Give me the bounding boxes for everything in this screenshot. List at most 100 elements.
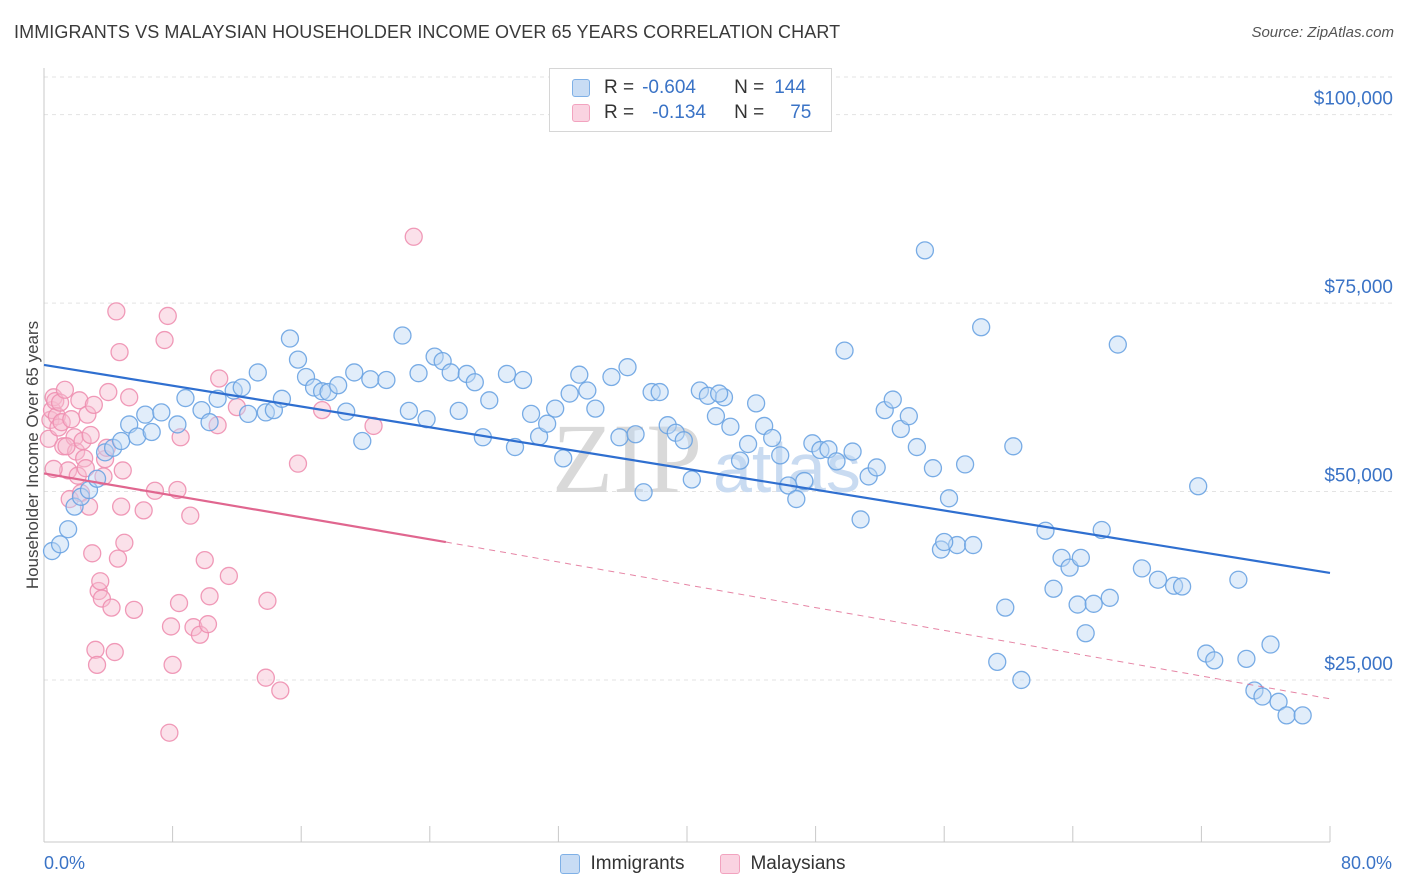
immigrant-point — [280, 329, 300, 348]
immigrant-point — [570, 365, 589, 384]
immigrant-point — [50, 535, 70, 554]
immigrant-point — [710, 384, 729, 403]
malaysian-point — [158, 306, 177, 326]
immigrant-point — [988, 652, 1007, 672]
immigrant-point — [554, 449, 573, 468]
immigrant-point — [345, 363, 364, 382]
immigrant-point — [128, 427, 147, 446]
legend-swatch-immigrants — [572, 79, 590, 97]
malaysian-point — [105, 642, 124, 662]
malaysian-point — [62, 410, 81, 429]
malaysians-trend-line — [43, 472, 447, 544]
immigrant-point — [312, 382, 332, 401]
malaysian-point — [198, 615, 218, 634]
immigrant-point — [1036, 521, 1055, 540]
immigrant-point — [899, 407, 918, 426]
immigrant-point — [361, 370, 380, 389]
immigrant-point — [1293, 706, 1312, 725]
immigrant-point — [152, 403, 171, 422]
y-tick-label: $75,000 — [1324, 277, 1393, 298]
immigrant-point — [1189, 477, 1208, 496]
immigrant-point — [87, 469, 107, 488]
malaysian-point — [160, 723, 179, 742]
immigrant-point — [1068, 595, 1087, 614]
trend-lines — [43, 363, 1331, 700]
malaysian-point — [155, 330, 174, 350]
immigrant-point — [176, 388, 195, 408]
immigrant-point — [232, 378, 251, 397]
immigrants-trend-line — [43, 363, 1331, 575]
malaysian-point — [78, 405, 97, 424]
axes — [43, 68, 1331, 843]
immigrant-point — [142, 422, 161, 442]
immigrant-point — [706, 407, 726, 426]
malaysian-point — [219, 566, 239, 586]
immigrant-point — [730, 451, 750, 470]
malaysian-point — [70, 391, 89, 410]
immigrant-point — [1100, 588, 1119, 607]
immigrant-point — [465, 373, 484, 392]
immigrant-point — [319, 382, 338, 402]
immigrant-point — [738, 434, 758, 454]
immigrant-point — [1044, 579, 1063, 598]
immigrant-point — [682, 470, 701, 489]
legend-n-label: N = — [734, 102, 765, 123]
immigrant-point — [449, 401, 468, 421]
immigrant-point — [441, 363, 460, 382]
malaysian-point — [120, 388, 139, 407]
malaysian-point — [288, 454, 308, 473]
immigrant-point — [634, 483, 653, 502]
malaysian-point — [84, 395, 103, 415]
malaysian-point — [271, 681, 290, 700]
malaysian-point — [184, 618, 203, 637]
immigrant-point — [795, 471, 814, 491]
malaysian-point — [107, 302, 126, 321]
immigrant-point — [955, 455, 975, 474]
malaysian-point — [91, 572, 110, 591]
y-tick-label: $25,000 — [1324, 654, 1393, 675]
immigrant-point — [1108, 335, 1127, 354]
malaysian-point — [124, 600, 144, 620]
immigrant-point — [721, 417, 740, 436]
immigrant-point — [939, 489, 959, 508]
series-swatch-malaysians — [720, 854, 741, 874]
legend-n-value: 75 — [790, 102, 812, 123]
immigrant-point — [239, 404, 258, 424]
immigrant-point — [626, 425, 645, 444]
immigrant-point — [827, 452, 846, 471]
immigrant-point — [1277, 706, 1296, 725]
legend-r-value: -0.604 — [642, 77, 696, 98]
series-legend: Immigrants Malaysians — [0, 853, 1406, 875]
malaysian-point — [161, 617, 181, 636]
malaysian-point — [168, 480, 187, 500]
immigrant-point — [1229, 570, 1248, 589]
immigrant-point — [497, 364, 517, 384]
immigrant-point — [480, 391, 499, 410]
immigrant-point — [1012, 670, 1031, 690]
malaysian-point — [55, 380, 75, 399]
y-tick-labels: $25,000 $50,000 $75,000 $100,000 — [1314, 89, 1393, 675]
malaysian-point — [115, 533, 134, 552]
immigrant-point — [288, 350, 308, 369]
immigrant-point — [248, 363, 267, 382]
series-label-immigrants: Immigrants — [590, 853, 685, 874]
correlation-legend: R = -0.604 N = 144 R = -0.134 N = 75 — [549, 68, 832, 132]
malaysian-point — [47, 407, 67, 426]
immigrant-point — [618, 358, 637, 377]
malaysian-point — [44, 459, 63, 479]
immigrant-point — [546, 399, 565, 418]
malaysian-point — [110, 342, 129, 362]
malaysian-point — [58, 461, 78, 480]
immigrant-point — [674, 431, 693, 450]
watermark: ZIP atlas — [552, 403, 861, 514]
malaysian-point — [113, 461, 132, 480]
immigrant-point — [200, 413, 219, 432]
immigrant-point — [602, 367, 621, 387]
legend-r-value: -0.134 — [652, 102, 706, 123]
malaysian-point — [83, 544, 102, 563]
immigrant-point — [399, 401, 419, 421]
immigrant-point — [963, 535, 983, 555]
immigrant-point — [1148, 570, 1168, 589]
series-label-malaysians: Malaysians — [750, 853, 846, 874]
immigrant-point — [996, 598, 1015, 617]
